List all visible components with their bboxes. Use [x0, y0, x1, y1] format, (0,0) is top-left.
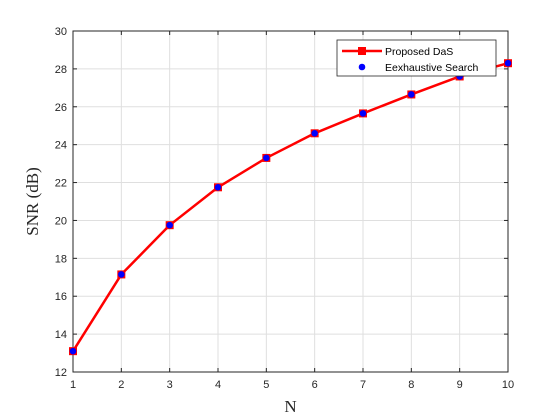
x-tick-label: 2: [118, 379, 124, 391]
x-tick-label: 9: [457, 379, 463, 391]
y-tick-label: 12: [55, 367, 67, 379]
x-tick-label: 5: [263, 379, 269, 391]
marker-exhaustive-search: [166, 221, 173, 229]
y-tick-label: 14: [55, 329, 67, 341]
x-tick-label: 1: [70, 379, 76, 391]
y-tick-label: 26: [55, 102, 67, 114]
x-tick-label: 4: [215, 379, 221, 391]
marker-exhaustive-search: [69, 347, 77, 355]
x-tick-label: 10: [502, 379, 514, 391]
legend: Proposed DaS Eexhaustive Search: [336, 39, 497, 77]
y-axis-label: SNR (dB): [23, 167, 42, 235]
y-tick-label: 20: [55, 215, 67, 227]
marker-exhaustive-search: [359, 110, 367, 117]
legend-marker-circle: [358, 63, 366, 71]
y-tick-label: 16: [55, 291, 67, 303]
x-tick-label: 7: [360, 379, 366, 391]
x-axis-label: N: [284, 397, 296, 416]
plot-area-frame: [72, 30, 509, 373]
x-tick-label: 6: [312, 379, 318, 391]
marker-exhaustive-search: [311, 130, 318, 137]
legend-marker-square: [358, 47, 366, 55]
y-tick-label: 24: [55, 140, 67, 152]
series-line-proposed-das: [71, 62, 509, 352]
marker-exhaustive-search: [408, 91, 415, 98]
legend-entry-exhaustive-search: Eexhaustive Search: [385, 62, 479, 74]
legend-box: [336, 39, 497, 77]
marker-exhaustive-search: [263, 154, 270, 162]
x-tick-label: 3: [167, 379, 173, 391]
series: [69, 59, 512, 356]
x-axis-tick-labels: 1 2 3 4 5 6 7 8 9 10: [70, 379, 514, 391]
y-tick-label: 30: [55, 26, 67, 38]
tick-marks: [72, 30, 509, 373]
y-axis-tick-labels: 12 14 16 18 20 22 24 26 28 30: [55, 26, 67, 379]
y-tick-label: 18: [55, 253, 67, 265]
y-tick-label: 28: [55, 64, 67, 76]
marker-exhaustive-search: [214, 183, 222, 191]
y-tick-label: 22: [55, 178, 67, 190]
legend-entry-proposed-das: Proposed DaS: [385, 46, 453, 58]
x-tick-label: 8: [408, 379, 414, 391]
marker-exhaustive-search: [118, 271, 125, 278]
marker-exhaustive-search: [504, 59, 512, 67]
